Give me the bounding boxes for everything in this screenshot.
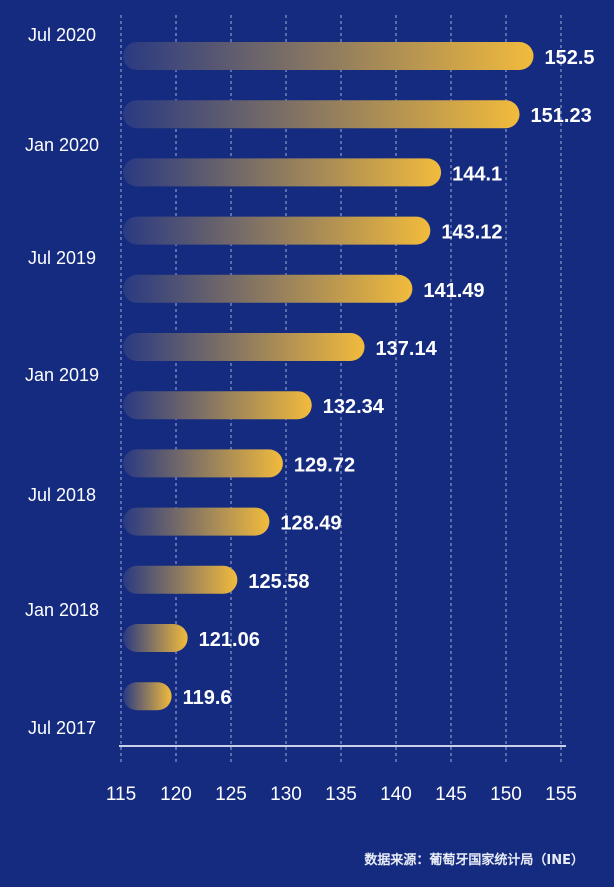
x-tick-label: 145	[435, 784, 467, 805]
value-label: 121.06	[199, 629, 260, 651]
value-label: 119.6	[183, 687, 232, 709]
value-label: 137.14	[376, 338, 438, 360]
bar	[123, 274, 413, 303]
x-tick-label: 130	[270, 784, 302, 805]
bar	[123, 507, 270, 536]
bar	[123, 449, 283, 478]
bar	[123, 42, 534, 70]
y-tick-label: Jul 2019	[28, 248, 96, 268]
x-tick-label: 125	[215, 784, 247, 805]
x-tick-label: 150	[490, 784, 522, 805]
bar	[123, 333, 365, 361]
value-label: 128.49	[280, 513, 341, 535]
y-tick-label: Jan 2019	[25, 365, 99, 385]
bar	[123, 565, 238, 594]
x-tick-label: 115	[106, 784, 136, 805]
value-label: 129.72	[294, 454, 355, 476]
bar	[123, 624, 188, 652]
x-tick-label: 140	[380, 784, 412, 805]
bar	[123, 391, 312, 420]
x-tick-label: 155	[545, 784, 577, 805]
bar	[123, 682, 172, 711]
y-tick-label: Jan 2018	[25, 600, 99, 620]
value-label: 132.34	[323, 396, 385, 418]
value-label: 141.49	[423, 280, 484, 302]
y-tick-label: Jul 2020	[28, 25, 96, 45]
y-tick-label: Jan 2020	[25, 135, 99, 155]
bar	[123, 158, 442, 187]
value-label: 125.58	[248, 571, 309, 593]
x-tick-label: 135	[325, 784, 357, 805]
y-tick-label: Jul 2018	[28, 485, 96, 505]
value-label: 152.5	[545, 47, 595, 69]
value-label: 151.23	[531, 105, 592, 127]
source-note: 数据来源：葡萄牙国家统计局（INE）	[364, 853, 584, 868]
bar	[123, 100, 520, 129]
value-label: 144.1	[452, 163, 502, 185]
bar	[123, 216, 431, 245]
y-tick-label: Jul 2017	[28, 718, 96, 738]
value-label: 143.12	[441, 222, 502, 244]
x-tick-label: 120	[160, 784, 192, 805]
